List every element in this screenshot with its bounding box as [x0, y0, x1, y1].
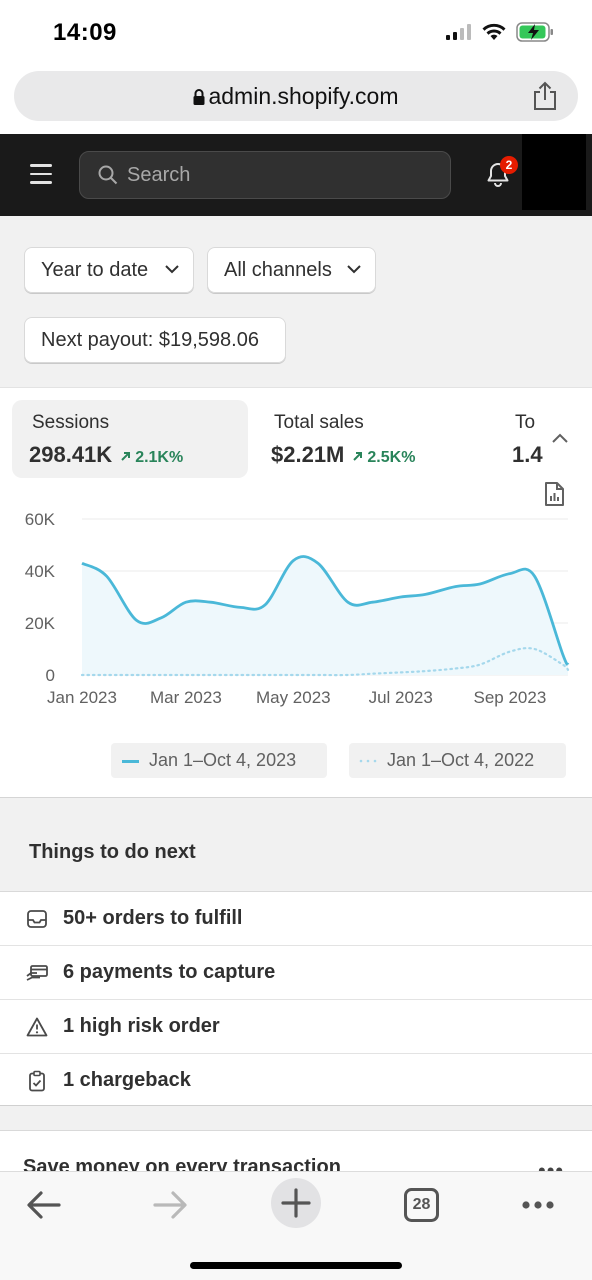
status-icons	[446, 22, 554, 42]
analytics-card: Sessions 298.41K 2.1K% Total sales $2.21M…	[0, 387, 592, 798]
y-tick-label: 0	[46, 666, 55, 685]
todo-item-label: 50+ orders to fulfill	[63, 907, 243, 929]
tabs-button[interactable]: 28	[397, 1180, 447, 1230]
tabs-count: 28	[412, 1196, 431, 1213]
new-tab-button[interactable]	[271, 1178, 321, 1228]
legend-label: Jan 1–Oct 4, 2022	[387, 750, 535, 770]
search-field[interactable]	[79, 151, 451, 199]
next-payout-label: Next payout: $19,598.06	[41, 329, 259, 351]
metric-label: Total sales	[274, 412, 364, 433]
wifi-icon	[482, 23, 506, 40]
cellular-signal-icon	[446, 24, 471, 40]
todo-item-chargeback[interactable]: 1 chargeback	[0, 1054, 592, 1108]
chevron-down-icon	[165, 265, 179, 274]
report-icon[interactable]	[543, 482, 565, 506]
plus-icon	[281, 1188, 311, 1218]
inbox-icon	[27, 910, 47, 928]
notification-count-badge: 2	[500, 156, 518, 174]
warning-triangle-icon	[26, 1017, 48, 1037]
y-tick-label: 20K	[25, 614, 56, 633]
back-arrow-icon[interactable]	[19, 1180, 69, 1230]
search-icon	[98, 165, 118, 185]
clipboard-check-icon	[29, 1070, 45, 1092]
store-avatar[interactable]	[522, 134, 586, 210]
trend-up-icon	[121, 452, 131, 461]
battery-charging-icon	[516, 22, 553, 42]
metric-value: $2.21M 2.5K%	[271, 442, 415, 468]
browser-toolbar: 28	[0, 1171, 592, 1280]
todo-section-title: Things to do next	[29, 841, 196, 863]
channels-label: All channels	[224, 259, 332, 281]
legend-item-previous[interactable]: Jan 1–Oct 4, 2022	[349, 743, 566, 778]
metric-label: Sessions	[32, 412, 110, 433]
legend-item-current[interactable]: Jan 1–Oct 4, 2023	[111, 743, 327, 778]
x-tick-label: May 2023	[256, 688, 331, 707]
payment-hand-icon	[26, 965, 48, 981]
tabs-icon	[404, 1188, 439, 1222]
metric-value: 298.41K 2.1K%	[29, 442, 183, 468]
metric-tab-partial[interactable]: To 1.4	[495, 400, 555, 478]
metric-value: 1.4	[512, 442, 543, 467]
sessions-line-chart: 0 20K 40K 60K Jan 2023 Mar 2023 May 2023 Jul 20…	[25, 510, 570, 707]
todo-item-label: 1 high risk order	[63, 1015, 220, 1037]
y-tick-label: 60K	[25, 510, 56, 529]
x-tick-label: Jul 2023	[369, 688, 433, 707]
todo-item-payments[interactable]: 6 payments to capture	[0, 946, 592, 1000]
metric-value-text: $2.21M	[271, 442, 345, 467]
search-input[interactable]	[127, 162, 427, 188]
metric-label: To	[515, 412, 536, 433]
chevron-up-icon	[552, 433, 568, 443]
chevron-down-icon	[347, 265, 361, 274]
metric-delta: 2.1K%	[120, 449, 183, 466]
series-line-previous	[80, 647, 570, 677]
legend-label: Jan 1–Oct 4, 2023	[149, 750, 297, 770]
url-display[interactable]: admin.shopify.com	[14, 83, 578, 110]
x-tick-label: Mar 2023	[150, 688, 222, 707]
date-range-label: Year to date	[41, 259, 149, 281]
metric-value-text: 298.41K	[29, 442, 113, 467]
next-payout-button[interactable]: Next payout: $19,598.06	[24, 317, 286, 363]
url-text: admin.shopify.com	[208, 83, 399, 109]
y-tick-label: 40K	[25, 562, 56, 581]
todo-item-label: 1 chargeback	[63, 1069, 191, 1091]
todo-item-risk[interactable]: 1 high risk order	[0, 1000, 592, 1054]
share-icon[interactable]	[532, 81, 558, 111]
date-range-selector[interactable]: Year to date	[24, 247, 194, 293]
todo-item-label: 6 payments to capture	[63, 961, 276, 983]
x-tick-label: Jan 2023	[47, 688, 117, 707]
menu-icon[interactable]	[30, 164, 52, 184]
trend-up-icon	[353, 452, 363, 461]
ios-top-area: 14:09 admin.shopify.com	[0, 0, 592, 134]
todo-list: 50+ orders to fulfill 6 payments to capt…	[0, 891, 592, 1106]
legend-swatch-dotted	[359, 759, 377, 763]
metric-tab-sessions[interactable]: Sessions 298.41K 2.1K%	[12, 400, 248, 478]
admin-top-bar	[0, 134, 592, 216]
metric-delta: 2.5K%	[352, 449, 415, 466]
x-tick-label: Sep 2023	[473, 688, 546, 707]
home-indicator	[190, 1262, 402, 1269]
collapse-metrics-button[interactable]	[544, 424, 576, 452]
address-bar[interactable]: admin.shopify.com	[14, 71, 578, 121]
series-area-current	[82, 556, 568, 675]
lock-icon	[193, 89, 205, 105]
channels-selector[interactable]: All channels	[207, 247, 376, 293]
status-time: 14:09	[53, 19, 117, 46]
legend-swatch-solid	[122, 760, 139, 763]
todo-item-orders[interactable]: 50+ orders to fulfill	[0, 892, 592, 946]
more-menu-icon[interactable]	[513, 1180, 563, 1230]
series-line-current	[81, 555, 570, 666]
metric-tab-total-sales[interactable]: Total sales $2.21M 2.5K%	[254, 400, 494, 478]
forward-arrow-icon[interactable]	[145, 1180, 195, 1230]
